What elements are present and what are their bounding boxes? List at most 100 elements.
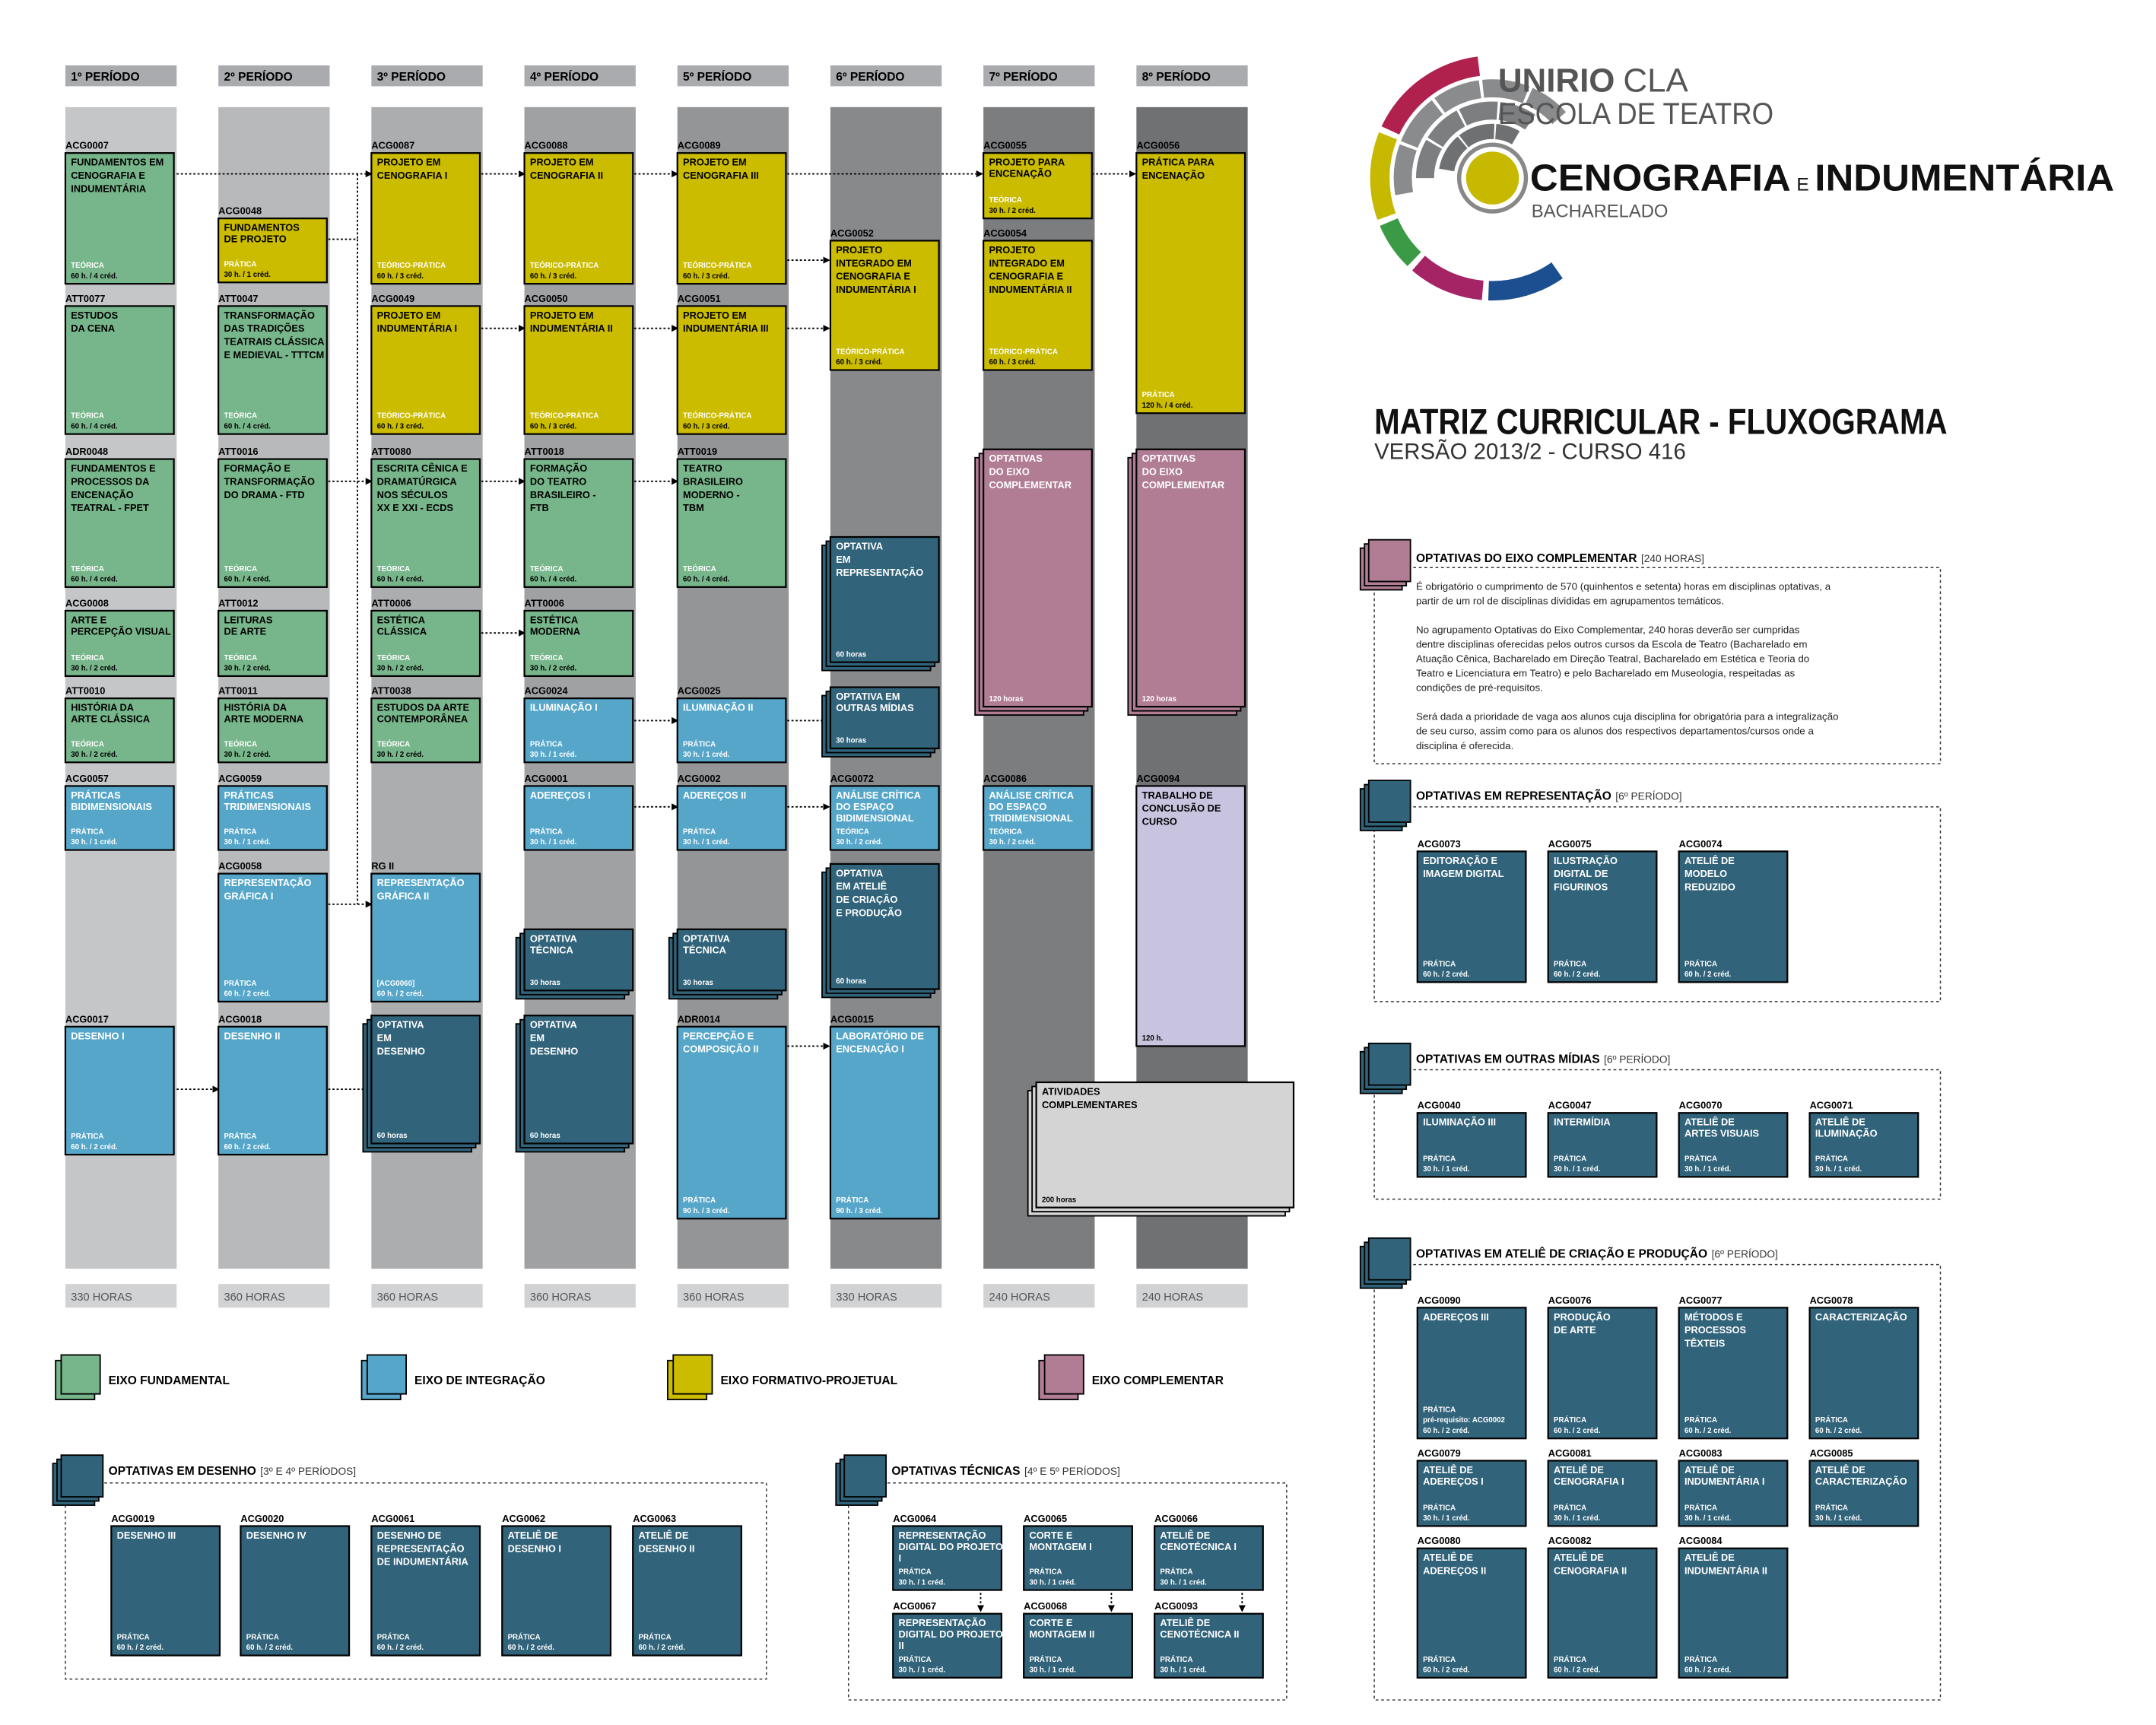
course-title: LEITURAS: [224, 614, 272, 625]
course-title: BRASILEIRO: [683, 475, 743, 487]
logo-arc: [1481, 79, 1530, 103]
logo-institution: UNIRIO CLA: [1498, 62, 1689, 100]
course-card: [1678, 1112, 1789, 1178]
course-title: CENOGRAFIA II: [1554, 1565, 1627, 1577]
course-code: ACG0086: [983, 773, 1027, 784]
logo-arc: [1495, 123, 1520, 145]
course-code: ATT0077: [65, 293, 105, 304]
course-title: REPRESENTAÇÃO: [899, 1617, 986, 1628]
course-title: II: [899, 1640, 904, 1651]
period-name: 8º PERÍODO: [1142, 71, 1211, 84]
group-note: [4º E 5º PERÍODOS]: [1024, 1465, 1120, 1477]
course-load: 30 h. / 2 créd.: [224, 751, 271, 759]
course-title: DESENHO I: [71, 1030, 124, 1041]
course-load: 60 h. / 2 créd.: [508, 1644, 555, 1652]
course-title: ATIVIDADES: [1042, 1085, 1100, 1097]
logo-arc: [1411, 256, 1484, 300]
course-code: ACG0087: [371, 140, 414, 151]
course-title: TEATRAL - FPET: [71, 502, 149, 513]
course-code: ACG0017: [65, 1013, 109, 1025]
course-title: INTEGRADO EM: [989, 257, 1065, 268]
course-code: ACG0007: [65, 140, 109, 151]
course-card: [1547, 850, 1658, 983]
course-load: 30 h. / 2 créd.: [71, 751, 118, 759]
course-kind: PRÁTICA: [1160, 1568, 1192, 1577]
course-code: ATT0012: [218, 597, 258, 608]
course-card: [370, 872, 481, 1003]
course-kind: TEÓRICA: [71, 739, 104, 748]
course-load: 30 h. / 1 créd.: [224, 838, 271, 847]
course-load: 60 h. / 3 créd.: [989, 358, 1036, 367]
course-load: 60 h. / 2 créd.: [1684, 1427, 1732, 1435]
course-load: 60 h. / 3 créd.: [530, 272, 577, 281]
course-card: [983, 240, 1093, 371]
course-card: [829, 240, 940, 371]
course-kind: PRÁTICA: [530, 828, 563, 837]
course-load: 30 horas: [530, 979, 560, 987]
course-code: ATT0010: [65, 685, 105, 697]
course-title: DO DRAMA - FTD: [224, 489, 304, 500]
legend-label: EIXO FUNDAMENTAL: [109, 1374, 230, 1387]
course-title: CENOGRAFIA E: [71, 170, 145, 181]
course-code: ACG0082: [1548, 1535, 1592, 1546]
course-title: PRODUÇÃO: [1554, 1311, 1611, 1323]
course-card: [676, 785, 787, 851]
course-kind: PRÁTICA: [377, 1634, 410, 1642]
group-header: OPTATIVAS EM REPRESENTAÇÃO [6º PERÍODO]: [1416, 789, 1682, 803]
course-title: ATELIÊ DE: [639, 1530, 689, 1541]
course-card: [892, 1612, 1003, 1679]
course-card: [1416, 850, 1527, 983]
course-load: 60 h. / 2 créd.: [1554, 971, 1601, 979]
group-paragraph-line: disciplina é oferecida.: [1416, 740, 1513, 751]
course-load: 30 h. / 2 créd.: [224, 665, 271, 673]
course-kind: PRÁTICA: [683, 828, 716, 837]
course-code: ACG0057: [65, 773, 109, 784]
course-title: DESENHO: [377, 1045, 425, 1056]
course-load: 30 h. / 1 créd.: [683, 838, 730, 847]
course-title: REPRESENTAÇÃO: [377, 877, 465, 888]
course-title: INDUMENTÁRIA II: [989, 284, 1072, 295]
course-title: HISTÓRIA DA: [224, 702, 287, 713]
course-title: ADEREÇOS I: [530, 789, 591, 801]
course-load: 30 horas: [683, 979, 713, 987]
course-title: INDUMENTÁRIA I: [836, 284, 916, 295]
course-title: INTEGRADO EM: [836, 257, 912, 268]
logo-arc: [1434, 80, 1481, 113]
course-title: GRÁFICA II: [377, 890, 429, 901]
course-kind: PRÁTICA: [899, 1568, 932, 1577]
course-code: ACG0079: [1418, 1447, 1461, 1459]
group-paragraph-line: No agrupamento Optativas do Eixo Complem…: [1416, 624, 1800, 636]
course-code: ACG0050: [525, 293, 568, 304]
course-title: CORTE E: [1029, 1617, 1072, 1628]
course-kind: TEÓRICO-PRÁTICA: [683, 411, 751, 421]
course-kind: PRÁTICA: [1554, 1504, 1586, 1512]
course-title: DO EIXO: [1142, 466, 1183, 478]
group-icon: [60, 1454, 104, 1498]
course-title: ADEREÇOS II: [683, 789, 746, 801]
course-title: INDUMENTÁRIA II: [1684, 1565, 1767, 1577]
course-kind: PRÁTICA: [1684, 1656, 1717, 1664]
course-load: 120 h. / 4 créd.: [1142, 402, 1193, 410]
period-hours-box: [65, 1284, 177, 1308]
course-title: BRASILEIRO -: [530, 489, 596, 500]
course-code: ACG0040: [1418, 1100, 1461, 1111]
logo-arc: [1498, 102, 1535, 130]
course-code: ACG0066: [1154, 1513, 1198, 1524]
legend-swatch: [60, 1354, 101, 1395]
course-code: ATT0038: [371, 685, 411, 697]
course-title: OPTATIVA: [836, 867, 883, 878]
course-title: FUNDAMENTOS EM: [71, 157, 164, 168]
course-load: 60 h. / 4 créd.: [71, 422, 118, 430]
course-title: CORTE E: [1029, 1530, 1072, 1541]
course-title: EM: [377, 1032, 392, 1044]
course-title: TÊXTEIS: [1684, 1338, 1726, 1349]
group-paragraph-line: partir de um rol de disciplinas dividida…: [1416, 596, 1724, 607]
course-load: 60 h. / 2 créd.: [71, 1143, 118, 1152]
course-code: ACG0062: [502, 1513, 545, 1524]
course-kind: PRÁTICA: [224, 260, 256, 268]
course-code: ACG0065: [1024, 1513, 1067, 1524]
course-card: [1547, 1112, 1658, 1178]
course-kind: PRÁTICA: [1554, 1656, 1586, 1664]
period-name: 2º PERÍODO: [224, 71, 292, 84]
course-kind: TEÓRICA: [224, 411, 257, 421]
